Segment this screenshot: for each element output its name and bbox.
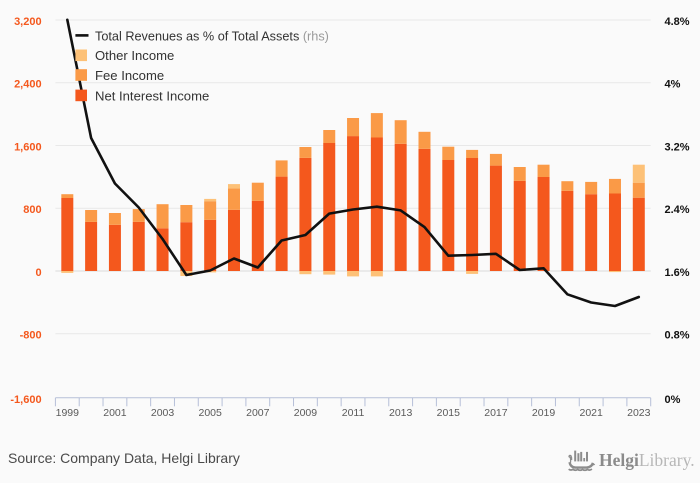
svg-text:0.8%: 0.8% xyxy=(665,330,690,342)
svg-text:Source: Company Data, Helgi Li: Source: Company Data, Helgi Library xyxy=(8,450,240,466)
svg-text:4.8%: 4.8% xyxy=(665,16,690,28)
svg-text:800: 800 xyxy=(23,204,41,216)
svg-text:2,400: 2,400 xyxy=(14,79,42,91)
svg-text:-1,600: -1,600 xyxy=(10,394,41,406)
svg-text:-800: -800 xyxy=(20,330,42,342)
svg-text:Total Revenues as % of Total A: Total Revenues as % of Total Assets (rhs… xyxy=(95,29,329,43)
svg-text:3.2%: 3.2% xyxy=(665,141,690,153)
svg-text:2021: 2021 xyxy=(579,407,603,419)
svg-text:2019: 2019 xyxy=(532,407,556,419)
svg-text:1,600: 1,600 xyxy=(14,141,42,153)
svg-text:4%: 4% xyxy=(665,79,681,91)
svg-text:2017: 2017 xyxy=(484,407,508,419)
svg-text:Fee Income: Fee Income xyxy=(95,68,164,83)
svg-text:2.4%: 2.4% xyxy=(665,204,690,216)
svg-text:2009: 2009 xyxy=(294,407,318,419)
svg-text:0: 0 xyxy=(35,267,41,279)
svg-text:2023: 2023 xyxy=(627,407,651,419)
svg-text:2011: 2011 xyxy=(342,407,365,419)
svg-text:2001: 2001 xyxy=(103,407,127,419)
svg-text:2015: 2015 xyxy=(437,407,461,419)
svg-text:2003: 2003 xyxy=(151,407,175,419)
svg-text:2005: 2005 xyxy=(199,407,223,419)
svg-text:2013: 2013 xyxy=(389,407,413,419)
svg-text:0%: 0% xyxy=(665,394,681,406)
svg-text:3,200: 3,200 xyxy=(14,16,42,28)
svg-text:1999: 1999 xyxy=(56,407,80,419)
svg-text:1.6%: 1.6% xyxy=(665,267,690,279)
svg-text:Net Interest Income: Net Interest Income xyxy=(95,89,209,104)
svg-text:HelgiLibrary.: HelgiLibrary. xyxy=(599,450,695,470)
svg-text:2007: 2007 xyxy=(246,407,270,419)
svg-text:Other Income: Other Income xyxy=(95,48,174,63)
